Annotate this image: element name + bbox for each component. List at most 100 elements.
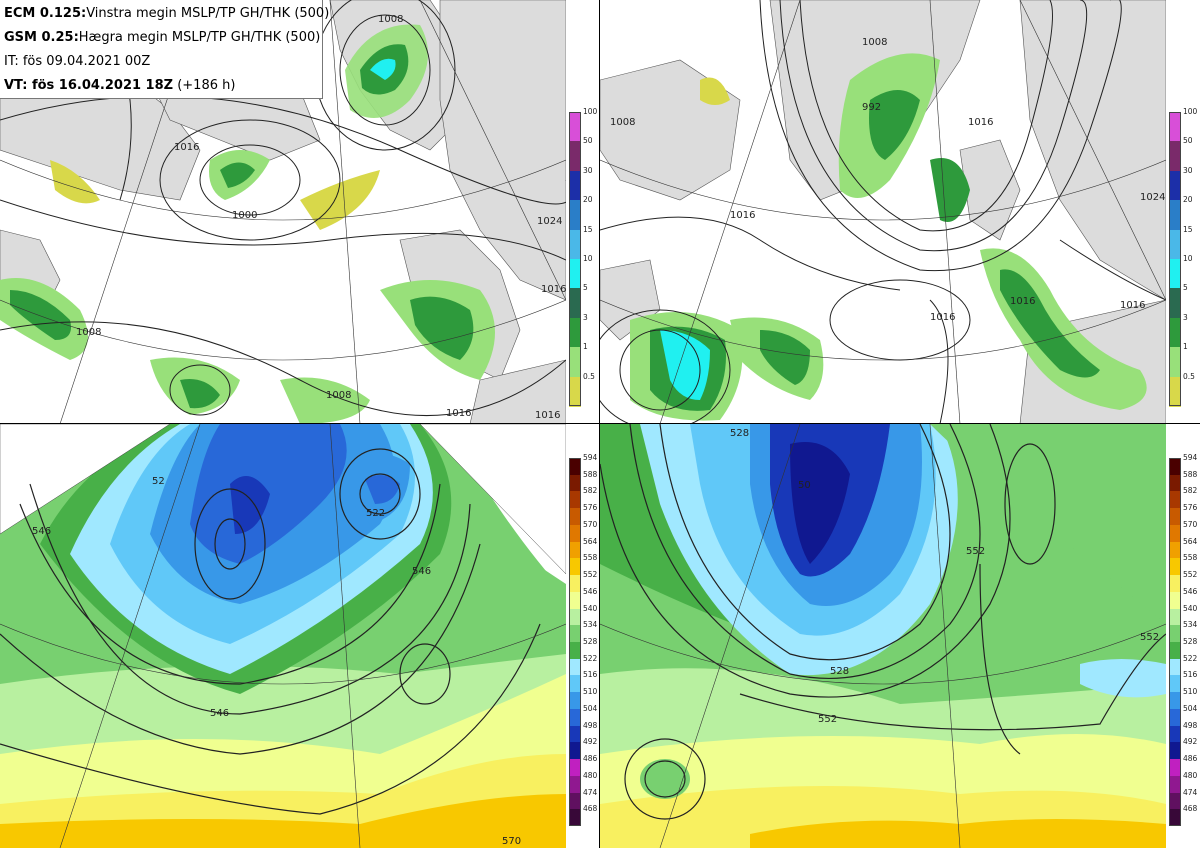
thickness-colorbar-tick-label: 516: [583, 670, 598, 680]
thickness-colorbar-swatch: [569, 658, 581, 676]
isobar-label: 1000: [232, 210, 257, 221]
graticule: [0, 0, 566, 424]
gh-label: 528: [730, 428, 749, 439]
thickness-colorbar-swatch: [1169, 558, 1181, 576]
isobar-label: 1016: [174, 142, 199, 153]
thickness-colorbar-tick-label: 594: [583, 453, 598, 462]
thickness-colorbar-tick-label: 546: [1183, 586, 1198, 596]
thickness-colorbar-tick-label: 486: [1183, 754, 1198, 764]
isobar-label: 1016: [1120, 300, 1145, 311]
precip-colorbar-tick-label: 100: [583, 107, 598, 116]
thickness-colorbar-swatch: [569, 524, 581, 542]
isobar-label: 1008: [378, 14, 403, 25]
thickness-colorbar-tick-label: 474: [583, 787, 598, 797]
thickness-colorbar-tick-label: 588: [1183, 469, 1198, 479]
precip-colorbar-right: 100 50 30 20 15 10 5 3 1 0.5: [1169, 108, 1200, 407]
thickness-colorbar-tick-label: 534: [1183, 620, 1198, 630]
isobar-label: 1016: [446, 408, 471, 419]
thickness-colorbar-swatch: [569, 608, 581, 626]
ecm-info-line: ECM 0.125:Vinstra megin MSLP/TP GH/THK (…: [4, 6, 329, 21]
gh-label: 552: [818, 714, 837, 725]
forecast-info-box: ECM 0.125:Vinstra megin MSLP/TP GH/THK (…: [0, 0, 329, 99]
thickness-colorbar-tick-label: 498: [583, 720, 598, 730]
isobar-label: 1016: [968, 117, 993, 128]
precip-colorbar-tick-label: 30: [583, 165, 593, 175]
ecm-gh-thickness-map: 546 522 546 546 570 52: [0, 424, 566, 848]
thickness-colorbar-swatch: [1169, 792, 1181, 810]
initial-time: IT: fös 09.04.2021 00Z: [4, 54, 151, 69]
thickness-colorbar-swatch: [569, 642, 581, 659]
precip-colorbar-tick-label: 50: [1183, 136, 1193, 146]
valid-time-line: VT: fös 16.04.2021 18Z (+186 h): [4, 78, 235, 93]
thickness-colorbar-swatch: [569, 558, 581, 576]
thickness-colorbar-swatch: [1169, 491, 1181, 509]
thickness-colorbar-tick-label: 558: [583, 553, 598, 563]
precip-colorbar-swatch: [1169, 200, 1181, 231]
isobar-label: 1008: [326, 390, 351, 401]
thickness-colorbar-tick-label: 546: [583, 586, 598, 596]
precip-colorbar-swatch: [569, 288, 581, 319]
gh-label: 552: [966, 546, 985, 557]
thickness-colorbar-swatch: [569, 491, 581, 509]
precip-colorbar-tick-label: 10: [1183, 254, 1193, 263]
isobar-label: 1016: [930, 312, 955, 323]
precip-colorbar-swatch: [569, 170, 581, 201]
graticule: [600, 0, 1166, 424]
thickness-colorbar-tick-label: 552: [583, 570, 598, 580]
precip-colorbar-tick-label: 3: [583, 312, 588, 322]
precip-colorbar-swatch: [569, 141, 581, 172]
precip-colorbar-frame: [1169, 112, 1181, 406]
gsm-gh-thickness-map: 528 552 528 552 552 50: [600, 424, 1166, 848]
thickness-colorbar-frame: [569, 458, 581, 826]
lead-time: (+186 h): [177, 78, 236, 93]
isobar-label: 1016: [535, 410, 560, 421]
thickness-colorbar-swatch: [569, 759, 581, 777]
precip-colorbar-swatch: [569, 347, 581, 378]
precip-colorbar-swatch: [569, 376, 581, 407]
thickness-colorbar-right: 594 588 582 576 570 564 558 552 546 540 534 528 522 5…: [1169, 454, 1200, 827]
thickness-colorbar-swatch: [1169, 742, 1181, 760]
gh-contours: [600, 424, 1166, 820]
thickness-colorbar-tick-label: 516: [1183, 670, 1198, 680]
isobar-label: 1016: [730, 210, 755, 221]
thickness-colorbar-swatch: [1169, 725, 1181, 743]
thickness-colorbar-tick-label: 486: [583, 754, 598, 764]
precip-colorbar-swatch: [1169, 229, 1181, 260]
thickness-colorbar-swatch: [1169, 809, 1181, 827]
thickness-colorbar-tick-label: 510: [1183, 687, 1198, 697]
precip-colorbar-swatch: [1169, 112, 1181, 142]
precip-colorbar-tick-label: 0.5: [583, 371, 595, 381]
precip-colorbar-swatch: [569, 229, 581, 260]
thickness-colorbar-swatch: [1169, 625, 1181, 643]
thickness-colorbar-tick-label: 510: [583, 687, 598, 697]
thickness-colorbar-tick-label: 564: [1183, 536, 1198, 546]
gh-label: 552: [1140, 632, 1159, 643]
precip-areas: [0, 24, 495, 424]
isobar-label: 992: [862, 102, 881, 113]
horizontal-divider: [0, 423, 1200, 424]
precip-colorbar-tick-label: 50: [583, 136, 593, 146]
gsm-mslp-precip-map: 1016 1008 1016 1016 992 1008 1016 1024 1…: [600, 0, 1166, 424]
thickness-colorbar-swatch: [1169, 759, 1181, 777]
thickness-colorbar-swatch: [1169, 692, 1181, 710]
precip-colorbar-swatch: [569, 200, 581, 231]
thickness-colorbar-tick-label: 582: [583, 486, 598, 496]
thickness-colorbar-swatch: [569, 541, 581, 559]
gh-contours: [0, 448, 541, 815]
precip-colorbar-swatch: [1169, 141, 1181, 172]
thickness-colorbar-swatch: [569, 725, 581, 743]
gh-label: 546: [32, 526, 51, 537]
graticule: [0, 424, 566, 848]
thickness-colorbar-tick-label: 522: [583, 653, 598, 663]
thickness-colorbar-tick-label: 468: [583, 804, 598, 814]
precip-colorbar-swatch: [1169, 170, 1181, 201]
thickness-colorbar-tick-label: 594: [1183, 453, 1198, 462]
thickness-colorbar-tick-label: 588: [583, 469, 598, 479]
precip-colorbar-swatch: [569, 112, 581, 142]
precip-colorbar-tick-label: 1: [583, 342, 588, 352]
thickness-colorbar-tick-label: 576: [1183, 503, 1198, 513]
thickness-colorbar-tick-label: 522: [1183, 653, 1198, 663]
isobar-label: 1008: [76, 327, 101, 338]
thickness-bands: [600, 424, 1166, 848]
gh-label: 546: [412, 566, 431, 577]
